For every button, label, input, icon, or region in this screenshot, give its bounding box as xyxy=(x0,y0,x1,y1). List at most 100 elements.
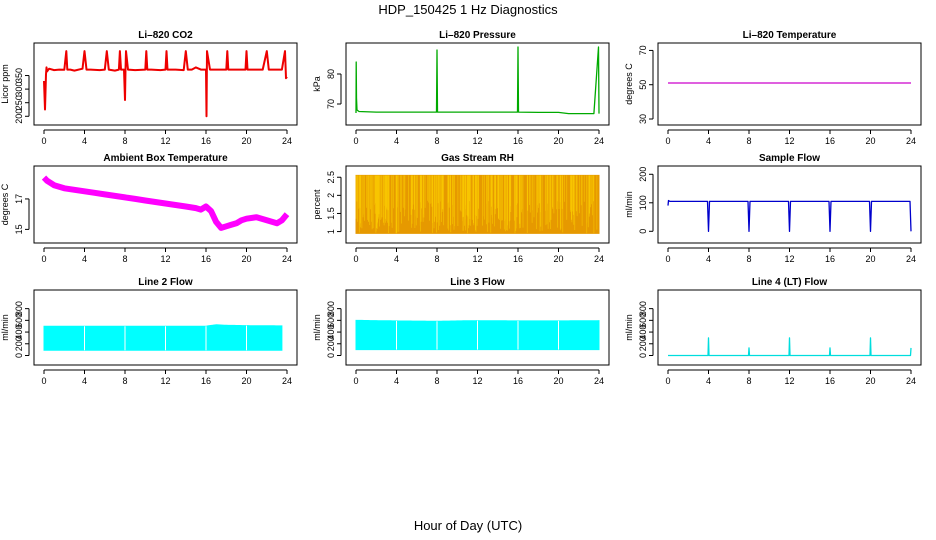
chart-panel-7: Line 2 Flow ml/min 0 4 8 12 16 20 24 0 20040060080… xyxy=(0,277,298,386)
x-tick-label: 4 xyxy=(394,136,399,146)
x-tick-label: 24 xyxy=(906,136,916,146)
x-tick-label: 12 xyxy=(160,254,170,264)
x-tick-label: 12 xyxy=(472,254,482,264)
x-tick-label: 20 xyxy=(865,136,875,146)
y-tick-label: 200 xyxy=(14,336,24,351)
y-tick-label: 2 xyxy=(326,193,336,198)
plot-frame xyxy=(33,289,298,366)
x-tick-label: 8 xyxy=(746,136,751,146)
x-tick-label: 20 xyxy=(865,254,875,264)
x-tick-label: 16 xyxy=(825,376,835,386)
x-tick-label: 0 xyxy=(353,136,358,146)
plot-frame xyxy=(345,42,610,126)
y-tick-label: 1 xyxy=(326,229,336,234)
x-tick-label: 0 xyxy=(41,254,46,264)
chart-panel-3: Li–820 Temperature degrees C 0 4 8 12 16 20 24 30… xyxy=(624,30,922,146)
panel-title: Gas Stream RH xyxy=(441,153,514,164)
y-tick-label: 600 xyxy=(638,313,648,328)
x-tick-label: 20 xyxy=(241,136,251,146)
y-tick-label: 600 xyxy=(326,313,336,328)
x-tick-label: 8 xyxy=(434,254,439,264)
y-tick-label: 600 xyxy=(14,313,24,328)
y-tick-label: 350 xyxy=(14,68,24,83)
y-tick-label: 50 xyxy=(638,80,648,90)
y-axis-label: kPa xyxy=(312,76,322,92)
series-line xyxy=(355,46,600,115)
chart-panel-8: Line 3 Flow ml/min 0 4 8 12 16 20 24 0 20040060080… xyxy=(312,277,610,386)
x-tick-label: 24 xyxy=(594,376,604,386)
x-tick-label: 0 xyxy=(665,254,670,264)
panel-title: Li–820 Pressure xyxy=(439,30,516,41)
chart-panel-9: Line 4 (LT) Flow ml/min 0 4 8 12 16 20 24 0 200400… xyxy=(624,277,922,386)
x-tick-label: 12 xyxy=(160,136,170,146)
y-tick-label: 80 xyxy=(326,69,336,79)
x-tick-label: 16 xyxy=(513,254,523,264)
y-tick-label: 200 xyxy=(326,336,336,351)
x-tick-label: 24 xyxy=(594,136,604,146)
x-tick-label: 0 xyxy=(665,136,670,146)
y-tick-label: 70 xyxy=(326,99,336,109)
x-tick-label: 24 xyxy=(906,254,916,264)
x-tick-label: 0 xyxy=(665,376,670,386)
y-tick-label: 800 xyxy=(14,301,24,316)
x-tick-label: 4 xyxy=(394,376,399,386)
y-tick-label: 400 xyxy=(326,325,336,340)
x-tick-label: 24 xyxy=(594,254,604,264)
x-tick-label: 20 xyxy=(241,254,251,264)
x-tick-label: 16 xyxy=(201,376,211,386)
y-tick-label: 300 xyxy=(14,82,24,97)
series-line xyxy=(43,50,288,118)
series-line xyxy=(668,337,912,357)
x-tick-label: 8 xyxy=(122,136,127,146)
y-tick-label: 15 xyxy=(14,224,24,234)
panel-title: Line 2 Flow xyxy=(138,277,193,288)
y-tick-label: 2.5 xyxy=(326,171,336,184)
x-tick-label: 4 xyxy=(82,136,87,146)
plot-frame xyxy=(33,42,298,126)
page-title: HDP_150425 1 Hz Diagnostics xyxy=(378,2,558,17)
x-axis-label: Hour of Day (UTC) xyxy=(413,518,523,533)
x-tick-label: 12 xyxy=(472,376,482,386)
plot-frame xyxy=(657,42,922,126)
chart-panel-1: Li–820 CO2 Licor ppm 0 4 8 12 16 20 24 2002503003… xyxy=(0,30,298,146)
y-tick-label: 0 xyxy=(14,353,24,358)
x-tick-label: 20 xyxy=(865,376,875,386)
y-tick-label: 17 xyxy=(14,194,24,204)
y-tick-label: 30 xyxy=(638,114,648,124)
x-tick-label: 16 xyxy=(825,254,835,264)
y-axis-label: degrees C xyxy=(0,183,10,225)
panel-title: Line 3 Flow xyxy=(450,277,505,288)
y-axis-label: ml/min xyxy=(624,314,634,341)
chart-panel-2: Li–820 Pressure kPa 0 4 8 12 16 20 24 70 80 xyxy=(312,30,610,146)
y-axis-label: percent xyxy=(312,189,322,220)
x-tick-label: 0 xyxy=(41,376,46,386)
x-tick-label: 8 xyxy=(122,376,127,386)
x-tick-label: 16 xyxy=(513,136,523,146)
panel-title: Li–820 Temperature xyxy=(743,30,837,41)
x-tick-label: 12 xyxy=(784,376,794,386)
chart-panel-6: Sample Flow ml/min 0 4 8 12 16 20 24 0 100 200 xyxy=(624,153,922,264)
y-tick-label: 0 xyxy=(638,229,648,234)
x-tick-label: 8 xyxy=(746,376,751,386)
x-tick-label: 20 xyxy=(553,376,563,386)
series-texture xyxy=(355,175,598,234)
x-tick-label: 4 xyxy=(706,376,711,386)
x-tick-label: 8 xyxy=(434,376,439,386)
series-line xyxy=(41,175,290,231)
y-tick-label: 0 xyxy=(638,353,648,358)
plot-frame xyxy=(33,165,298,244)
x-tick-label: 4 xyxy=(82,376,87,386)
plot-frame xyxy=(345,165,610,244)
x-tick-label: 4 xyxy=(706,136,711,146)
y-tick-label: 400 xyxy=(14,325,24,340)
panel-title: Line 4 (LT) Flow xyxy=(752,277,828,288)
y-tick-label: 200 xyxy=(638,167,648,182)
chart-panel-5: Gas Stream RH percent 0 4 8 12 16 20 24 1 1.5 2 2.5 xyxy=(312,153,610,264)
x-tick-label: 12 xyxy=(784,136,794,146)
panel-title: Li–820 CO2 xyxy=(138,30,193,41)
x-tick-label: 20 xyxy=(241,376,251,386)
x-tick-label: 8 xyxy=(122,254,127,264)
x-tick-label: 16 xyxy=(201,136,211,146)
y-axis-label: ml/min xyxy=(0,314,10,341)
